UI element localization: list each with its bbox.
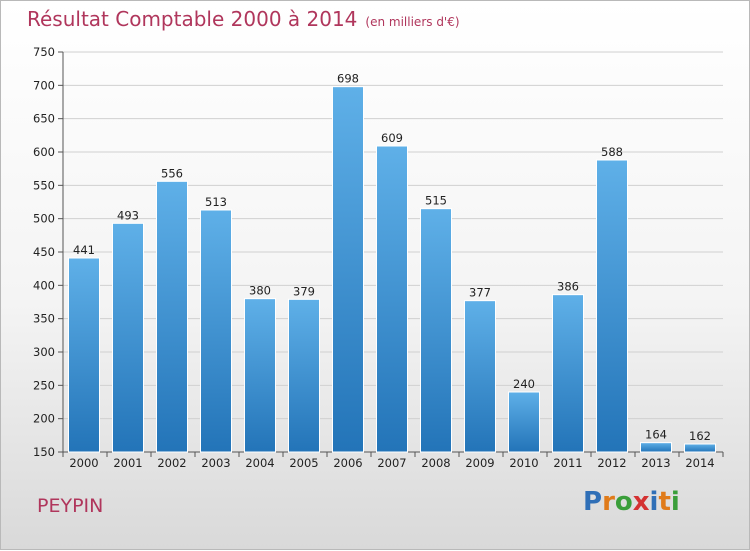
bar-2001 bbox=[112, 222, 144, 453]
bar-2012 bbox=[596, 159, 628, 453]
x-tick-label-2013: 2013 bbox=[641, 456, 670, 470]
chart-title: Résultat Comptable 2000 à 2014 (en millie… bbox=[27, 7, 460, 31]
value-label-2009: 377 bbox=[469, 286, 491, 300]
value-label-2012: 588 bbox=[601, 145, 623, 159]
bar-2000 bbox=[68, 257, 100, 453]
value-label-2011: 386 bbox=[557, 280, 579, 294]
value-label-2000: 441 bbox=[73, 243, 95, 257]
bar-2004 bbox=[244, 298, 276, 453]
x-tick-label-2012: 2012 bbox=[597, 456, 626, 470]
y-tick-label: 550 bbox=[33, 178, 55, 192]
y-tick-label: 750 bbox=[33, 45, 55, 59]
logo-letter: o bbox=[614, 487, 633, 517]
bar-2008 bbox=[420, 208, 452, 453]
bar-2007 bbox=[376, 145, 408, 453]
x-tick-label-2014: 2014 bbox=[685, 456, 714, 470]
x-tick-label-2010: 2010 bbox=[509, 456, 538, 470]
y-tick-label: 450 bbox=[33, 245, 55, 259]
value-label-2010: 240 bbox=[513, 377, 535, 391]
value-label-2005: 379 bbox=[293, 284, 315, 298]
y-tick-label: 650 bbox=[33, 112, 55, 126]
x-tick-label-2007: 2007 bbox=[377, 456, 406, 470]
y-tick-label: 150 bbox=[33, 445, 55, 459]
bar-2010 bbox=[508, 391, 540, 453]
value-label-2013: 164 bbox=[645, 428, 667, 442]
value-labels: 441 493 556 513 380 379 698 609 515 377 240 386 588 1… bbox=[73, 72, 711, 443]
x-tick-label-2011: 2011 bbox=[553, 456, 582, 470]
value-label-2003: 513 bbox=[205, 195, 227, 209]
logo-letter: i bbox=[670, 487, 680, 517]
logo-letter: r bbox=[602, 487, 615, 517]
chart-title-unit: (en milliers d'€) bbox=[365, 15, 460, 29]
x-tick-label-2006: 2006 bbox=[333, 456, 362, 470]
value-label-2014: 162 bbox=[689, 429, 711, 443]
x-tick-label-2009: 2009 bbox=[465, 456, 494, 470]
bar-2014 bbox=[684, 443, 716, 453]
x-tick-label-2005: 2005 bbox=[289, 456, 318, 470]
x-tick-label-2000: 2000 bbox=[69, 456, 98, 470]
axes: 150 200 250 300 350 400 450 500 550 600 650 700 750 2… bbox=[33, 45, 724, 470]
x-tick-label-2003: 2003 bbox=[201, 456, 230, 470]
y-tick-label: 400 bbox=[33, 278, 55, 292]
bar-2011 bbox=[552, 294, 584, 453]
value-label-2007: 609 bbox=[381, 131, 403, 145]
y-tick-label: 300 bbox=[33, 345, 55, 359]
y-tick-label: 350 bbox=[33, 312, 55, 326]
bar-2002 bbox=[156, 180, 188, 453]
y-tick-label: 700 bbox=[33, 78, 55, 92]
y-tick-label: 500 bbox=[33, 212, 55, 226]
place-name: PEYPIN bbox=[37, 495, 104, 517]
proxiti-logo: Proxiti bbox=[583, 487, 680, 517]
bar-2003 bbox=[200, 209, 232, 453]
bar-2013 bbox=[640, 442, 672, 453]
logo-letter: i bbox=[649, 487, 659, 517]
logo-letter: P bbox=[583, 487, 603, 517]
logo-letter: t bbox=[658, 487, 671, 517]
chart-title-main: Résultat Comptable 2000 à 2014 bbox=[27, 7, 358, 31]
x-tick-label-2008: 2008 bbox=[421, 456, 450, 470]
value-label-2004: 380 bbox=[249, 284, 271, 298]
value-label-2008: 515 bbox=[425, 194, 447, 208]
y-tick-label: 600 bbox=[33, 145, 55, 159]
bar-2006 bbox=[332, 86, 364, 453]
value-label-2006: 698 bbox=[337, 72, 359, 86]
y-tick-label: 250 bbox=[33, 378, 55, 392]
x-tick-label-2001: 2001 bbox=[113, 456, 142, 470]
value-label-2001: 493 bbox=[117, 208, 139, 222]
bar-2005 bbox=[288, 298, 320, 453]
value-label-2002: 556 bbox=[161, 166, 183, 180]
bar-2009 bbox=[464, 300, 496, 453]
y-tick-label: 200 bbox=[33, 412, 55, 426]
x-tick-label-2002: 2002 bbox=[157, 456, 186, 470]
bars bbox=[68, 86, 716, 453]
x-tick-label-2004: 2004 bbox=[245, 456, 274, 470]
logo-letter: x bbox=[632, 487, 650, 517]
